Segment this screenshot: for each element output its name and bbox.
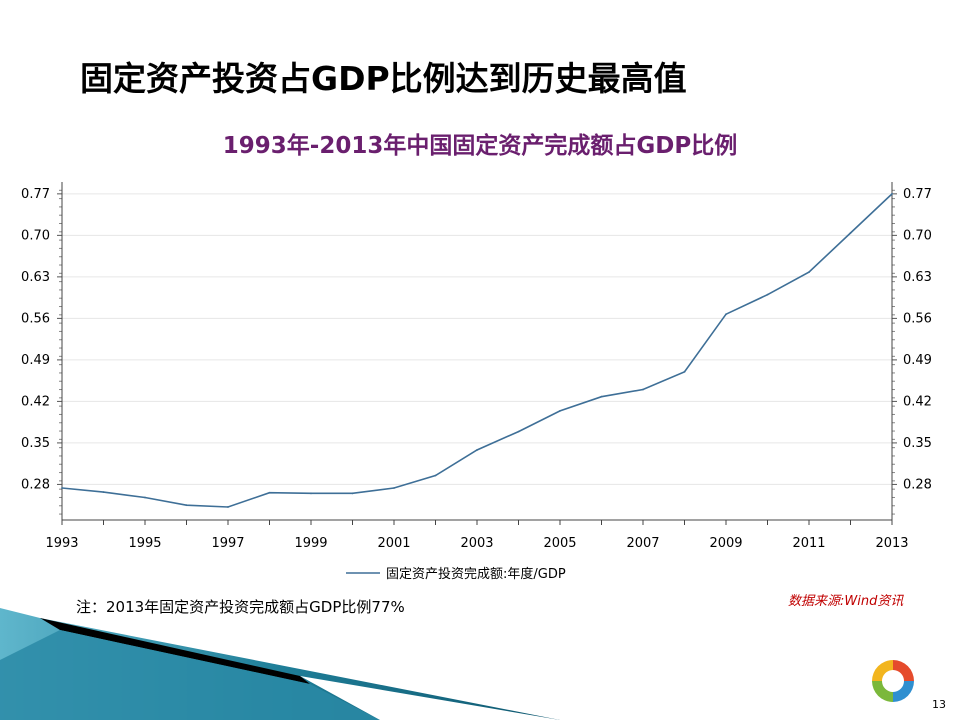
x-tick-label: 2009 bbox=[709, 536, 742, 551]
series-line bbox=[61, 193, 893, 508]
line-chart: 0.77 0.77 0.70 0.70 0.63 0.63 0.56 0.56 0.49 0.49… bbox=[21, 182, 932, 582]
x-tick-label: 1997 bbox=[211, 536, 244, 551]
y-tick-label-right: 0.35 bbox=[903, 436, 932, 451]
data-point bbox=[310, 492, 312, 495]
data-point bbox=[102, 491, 105, 494]
y-tick-label-left: 0.42 bbox=[21, 394, 50, 409]
x-tick-label: 2013 bbox=[875, 536, 908, 551]
data-point bbox=[517, 430, 520, 433]
data-point bbox=[559, 409, 561, 412]
legend-label: 固定资产投资完成额:年度/GDP bbox=[386, 566, 566, 582]
data-point bbox=[227, 506, 229, 508]
x-tick-label: 2011 bbox=[792, 536, 825, 551]
company-logo bbox=[872, 660, 914, 702]
data-point bbox=[144, 496, 146, 499]
chart-title: 1993年-2013年中国固定资产完成额占GDP比例 bbox=[222, 133, 738, 159]
data-point bbox=[351, 492, 354, 495]
data-point bbox=[268, 491, 271, 494]
x-tick-label: 2005 bbox=[543, 536, 576, 551]
x-tick-label: 2003 bbox=[460, 536, 493, 551]
y-tick-label-left: 0.77 bbox=[21, 187, 50, 202]
data-point bbox=[642, 388, 644, 391]
data-point bbox=[849, 232, 852, 234]
x-tick-label: 2007 bbox=[626, 536, 659, 551]
y-tick-label-right: 0.63 bbox=[903, 270, 932, 285]
slide-title: 固定资产投资占GDP比例达到历史最高值 bbox=[80, 59, 687, 98]
data-point bbox=[61, 487, 63, 489]
data-point bbox=[185, 504, 188, 507]
data-point bbox=[766, 293, 769, 296]
data-source: 数据来源:Wind资讯 bbox=[788, 594, 904, 609]
y-tick-label-right: 0.77 bbox=[903, 187, 932, 202]
x-tick-label: 1995 bbox=[128, 536, 161, 551]
data-point bbox=[891, 192, 893, 195]
y-tick-label-right: 0.56 bbox=[903, 311, 932, 326]
y-tick-label-left: 0.70 bbox=[21, 228, 50, 243]
data-point bbox=[434, 474, 437, 477]
data-point bbox=[600, 395, 603, 398]
y-tick-label-right: 0.28 bbox=[903, 477, 932, 492]
y-tick-label-left: 0.35 bbox=[21, 436, 50, 451]
y-tick-label-right: 0.70 bbox=[903, 228, 932, 243]
data-point bbox=[725, 313, 727, 316]
x-tick-label: 1999 bbox=[294, 536, 327, 551]
y-tick-label-left: 0.63 bbox=[21, 270, 50, 285]
y-tick-label-right: 0.42 bbox=[903, 394, 932, 409]
data-point bbox=[683, 370, 686, 373]
y-tick-label-left: 0.49 bbox=[21, 353, 50, 368]
x-tick-label: 2001 bbox=[377, 536, 410, 551]
data-point bbox=[476, 449, 478, 451]
page-number: 13 bbox=[932, 698, 946, 711]
y-tick-label-left: 0.56 bbox=[21, 311, 50, 326]
data-point bbox=[393, 487, 395, 489]
y-tick-label-left: 0.28 bbox=[21, 477, 50, 492]
data-point bbox=[808, 271, 810, 274]
x-tick-label: 1993 bbox=[45, 536, 78, 551]
decorative-swoosh bbox=[0, 608, 560, 720]
footnote: 注：2013年固定资产投资完成额占GDP比例77% bbox=[76, 598, 405, 616]
y-tick-label-right: 0.49 bbox=[903, 353, 932, 368]
